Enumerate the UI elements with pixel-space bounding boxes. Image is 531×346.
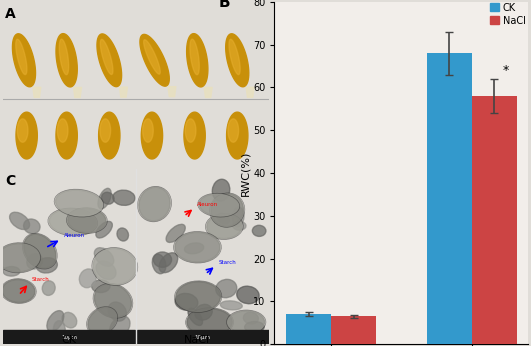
Text: *: * — [503, 64, 509, 77]
Polygon shape — [144, 40, 160, 74]
Polygon shape — [143, 119, 153, 142]
Bar — [472, 96, 517, 344]
Ellipse shape — [36, 258, 57, 273]
Ellipse shape — [49, 209, 96, 235]
Ellipse shape — [212, 179, 230, 201]
Ellipse shape — [233, 221, 246, 230]
Text: 10μm: 10μm — [194, 335, 211, 340]
Ellipse shape — [245, 321, 264, 333]
Bar — [427, 53, 472, 344]
Ellipse shape — [188, 308, 202, 326]
Ellipse shape — [95, 248, 114, 266]
Ellipse shape — [176, 282, 220, 312]
Ellipse shape — [152, 254, 166, 274]
Ellipse shape — [252, 225, 266, 236]
Text: 10μm: 10μm — [61, 335, 78, 340]
Ellipse shape — [184, 243, 204, 254]
Ellipse shape — [42, 281, 55, 295]
Ellipse shape — [216, 279, 237, 298]
Legend: CK, NaCl: CK, NaCl — [487, 0, 528, 28]
Ellipse shape — [153, 252, 172, 267]
Text: B: B — [219, 0, 230, 10]
Polygon shape — [56, 34, 77, 87]
Ellipse shape — [195, 304, 212, 320]
Ellipse shape — [47, 311, 64, 331]
Polygon shape — [16, 112, 37, 159]
Bar — [3, 330, 135, 344]
Ellipse shape — [187, 309, 232, 336]
Polygon shape — [16, 39, 27, 75]
Ellipse shape — [220, 301, 242, 310]
Ellipse shape — [2, 280, 35, 302]
Text: C: C — [5, 174, 15, 188]
Polygon shape — [227, 112, 248, 159]
Polygon shape — [57, 119, 68, 142]
Text: Aleuron: Aleuron — [64, 233, 85, 238]
Ellipse shape — [56, 190, 102, 216]
Ellipse shape — [139, 187, 170, 221]
Text: Aleuron: Aleuron — [197, 202, 218, 207]
Ellipse shape — [110, 316, 130, 337]
Ellipse shape — [243, 312, 259, 324]
Polygon shape — [226, 34, 249, 87]
Text: CK: CK — [62, 335, 76, 345]
Ellipse shape — [237, 286, 259, 304]
Ellipse shape — [113, 190, 135, 206]
Ellipse shape — [53, 321, 65, 339]
Text: Starch: Starch — [32, 277, 50, 282]
Polygon shape — [100, 39, 113, 74]
Polygon shape — [229, 39, 240, 75]
Ellipse shape — [88, 308, 116, 334]
Polygon shape — [190, 39, 199, 75]
Polygon shape — [99, 112, 120, 159]
Ellipse shape — [95, 284, 132, 317]
Polygon shape — [140, 34, 169, 86]
Polygon shape — [186, 34, 208, 87]
Ellipse shape — [93, 248, 136, 284]
Ellipse shape — [117, 228, 129, 241]
Polygon shape — [18, 119, 28, 142]
Polygon shape — [56, 112, 78, 159]
Polygon shape — [100, 119, 110, 142]
Ellipse shape — [101, 192, 114, 204]
Ellipse shape — [23, 219, 40, 234]
Bar — [286, 314, 331, 344]
Ellipse shape — [3, 266, 20, 276]
Ellipse shape — [0, 244, 39, 272]
Ellipse shape — [217, 213, 229, 224]
Ellipse shape — [96, 261, 116, 280]
Ellipse shape — [108, 302, 126, 321]
Ellipse shape — [175, 233, 220, 262]
Ellipse shape — [166, 224, 185, 243]
Ellipse shape — [27, 254, 42, 269]
Ellipse shape — [96, 221, 113, 238]
Text: A: A — [5, 7, 16, 21]
Y-axis label: RWC(%): RWC(%) — [240, 150, 250, 196]
Text: NaCl: NaCl — [183, 335, 210, 345]
Ellipse shape — [79, 269, 96, 288]
Ellipse shape — [10, 212, 30, 230]
Ellipse shape — [233, 207, 244, 227]
Ellipse shape — [62, 312, 77, 328]
Ellipse shape — [68, 209, 106, 233]
Polygon shape — [184, 112, 205, 159]
Polygon shape — [185, 119, 196, 142]
Ellipse shape — [24, 234, 56, 268]
Ellipse shape — [92, 280, 110, 292]
Ellipse shape — [199, 194, 238, 216]
Ellipse shape — [211, 194, 243, 226]
Ellipse shape — [98, 188, 111, 209]
Polygon shape — [228, 119, 238, 142]
Bar — [331, 317, 376, 344]
Polygon shape — [141, 112, 162, 159]
Bar — [138, 330, 269, 344]
Ellipse shape — [159, 253, 178, 273]
Ellipse shape — [228, 311, 264, 333]
Polygon shape — [12, 34, 36, 87]
Ellipse shape — [175, 293, 198, 310]
Polygon shape — [59, 39, 68, 75]
Ellipse shape — [207, 214, 242, 239]
Polygon shape — [97, 34, 122, 86]
Text: Starch: Starch — [219, 260, 236, 265]
